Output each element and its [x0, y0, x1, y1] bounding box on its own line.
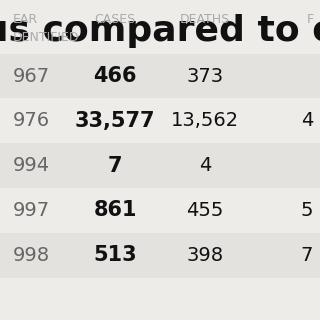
Text: 13,562: 13,562 — [171, 111, 239, 130]
Text: 967: 967 — [13, 67, 50, 85]
Text: 455: 455 — [186, 201, 223, 220]
Text: F: F — [307, 13, 314, 26]
Text: 373: 373 — [186, 67, 223, 85]
Text: 7: 7 — [301, 246, 313, 265]
Text: EAR: EAR — [13, 13, 38, 26]
Bar — [0, 143, 320, 188]
Text: DENTIFIED: DENTIFIED — [13, 31, 79, 44]
Text: 976: 976 — [13, 111, 50, 130]
Bar — [0, 9, 320, 54]
Text: 4: 4 — [199, 156, 211, 175]
Bar — [0, 98, 320, 143]
Bar — [0, 233, 320, 278]
Text: 861: 861 — [93, 200, 137, 220]
Text: 33,577: 33,577 — [75, 111, 156, 131]
Text: 398: 398 — [186, 246, 223, 265]
Text: virus compared to othe: virus compared to othe — [0, 14, 320, 48]
Text: 7: 7 — [108, 156, 123, 176]
Text: DEATHS: DEATHS — [180, 13, 230, 26]
Text: 997: 997 — [13, 201, 50, 220]
Bar — [0, 53, 320, 99]
Text: 4: 4 — [301, 111, 313, 130]
Bar — [0, 188, 320, 233]
Text: CASES: CASES — [95, 13, 136, 26]
Text: 998: 998 — [13, 246, 50, 265]
Text: 5: 5 — [301, 201, 313, 220]
Text: 466: 466 — [93, 66, 137, 86]
Text: 994: 994 — [13, 156, 50, 175]
Text: 513: 513 — [93, 245, 137, 265]
